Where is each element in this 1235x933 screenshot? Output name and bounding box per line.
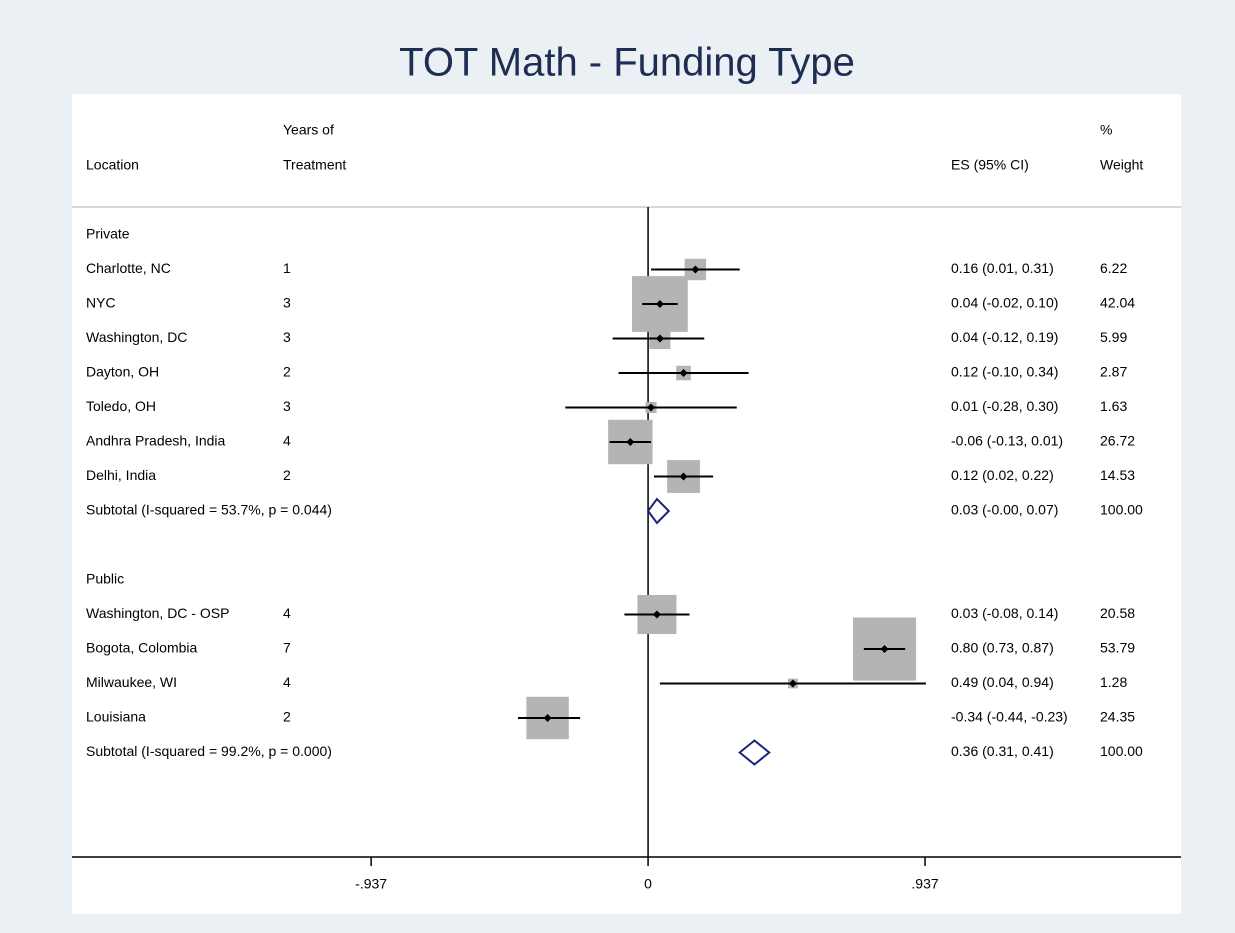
years: 4 [283,433,291,449]
location: Louisiana [86,709,146,725]
location: NYC [86,295,116,311]
location: Dayton, OH [86,364,159,380]
es-label: 0.36 (0.31, 0.41) [951,743,1054,759]
plot-panel [72,94,1181,914]
subtotal-label: Subtotal (I-squared = 99.2%, p = 0.000) [86,743,332,759]
years: 4 [283,674,291,690]
location: Andhra Pradesh, India [86,433,226,449]
years: 2 [283,709,291,725]
es-label: 0.04 (-0.12, 0.19) [951,329,1058,345]
location: Washington, DC - OSP [86,605,229,621]
es-label: 0.12 (-0.10, 0.34) [951,364,1058,380]
es-label: -0.06 (-0.13, 0.01) [951,433,1063,449]
x-tick-label: 0 [644,876,652,892]
weight-label: 14.53 [1100,467,1135,483]
weight-label: 6.22 [1100,260,1127,276]
weight-label: 20.58 [1100,605,1135,621]
column-header: % [1100,122,1112,138]
location: Delhi, India [86,467,156,483]
es-label: 0.04 (-0.02, 0.10) [951,295,1058,311]
years: 2 [283,467,291,483]
weight-label: 26.72 [1100,433,1135,449]
weight-label: 2.87 [1100,364,1127,380]
group-label: Private [86,226,130,242]
es-label: 0.80 (0.73, 0.87) [951,640,1054,656]
weight-label: 53.79 [1100,640,1135,656]
point-estimate [655,334,664,343]
subtotal-label: Subtotal (I-squared = 53.7%, p = 0.044) [86,502,332,518]
point-estimate [647,403,656,412]
years: 1 [283,260,291,276]
years: 3 [283,329,291,345]
column-header: Treatment [283,157,346,173]
es-label: 0.16 (0.01, 0.31) [951,260,1054,276]
x-tick-label: -.937 [355,876,387,892]
weight-label: 42.04 [1100,295,1135,311]
es-label: -0.34 (-0.44, -0.23) [951,709,1068,725]
chart-title: TOT Math - Funding Type [399,41,855,85]
location: Toledo, OH [86,398,156,414]
weight-label: 100.00 [1100,502,1143,518]
x-tick-label: .937 [911,876,938,892]
pooled-diamond [738,739,771,766]
point-estimate [626,438,635,446]
weight-label: 100.00 [1100,743,1143,759]
years: 3 [283,295,291,311]
point-estimate [543,714,552,722]
point-estimate [679,369,688,377]
point-estimate [679,472,688,481]
column-header: Weight [1100,157,1143,173]
location: Charlotte, NC [86,260,171,276]
point-estimate [880,645,889,653]
years: 3 [283,398,291,414]
location: Milwaukee, WI [86,674,177,690]
column-header: Location [86,157,139,173]
group-label: Public [86,571,124,587]
es-label: 0.12 (0.02, 0.22) [951,467,1054,483]
es-label: 0.49 (0.04, 0.94) [951,674,1054,690]
weight-label: 5.99 [1100,329,1127,345]
es-label: 0.03 (-0.08, 0.14) [951,605,1058,621]
point-estimate [652,610,661,619]
es-label: 0.01 (-0.28, 0.30) [951,398,1058,414]
pooled-diamond [646,497,671,525]
weight-label: 24.35 [1100,709,1135,725]
weight-label: 1.28 [1100,674,1127,690]
point-estimate [691,265,700,274]
location: Washington, DC [86,329,187,345]
years: 7 [283,640,291,656]
point-estimate [655,300,664,308]
column-header: Years of [283,122,334,138]
es-label: 0.03 (-0.00, 0.07) [951,502,1058,518]
years: 2 [283,364,291,380]
point-estimate [788,679,797,688]
weight-label: 1.63 [1100,398,1127,414]
column-header: ES (95% CI) [951,157,1029,173]
years: 4 [283,605,291,621]
location: Bogota, Colombia [86,640,198,656]
